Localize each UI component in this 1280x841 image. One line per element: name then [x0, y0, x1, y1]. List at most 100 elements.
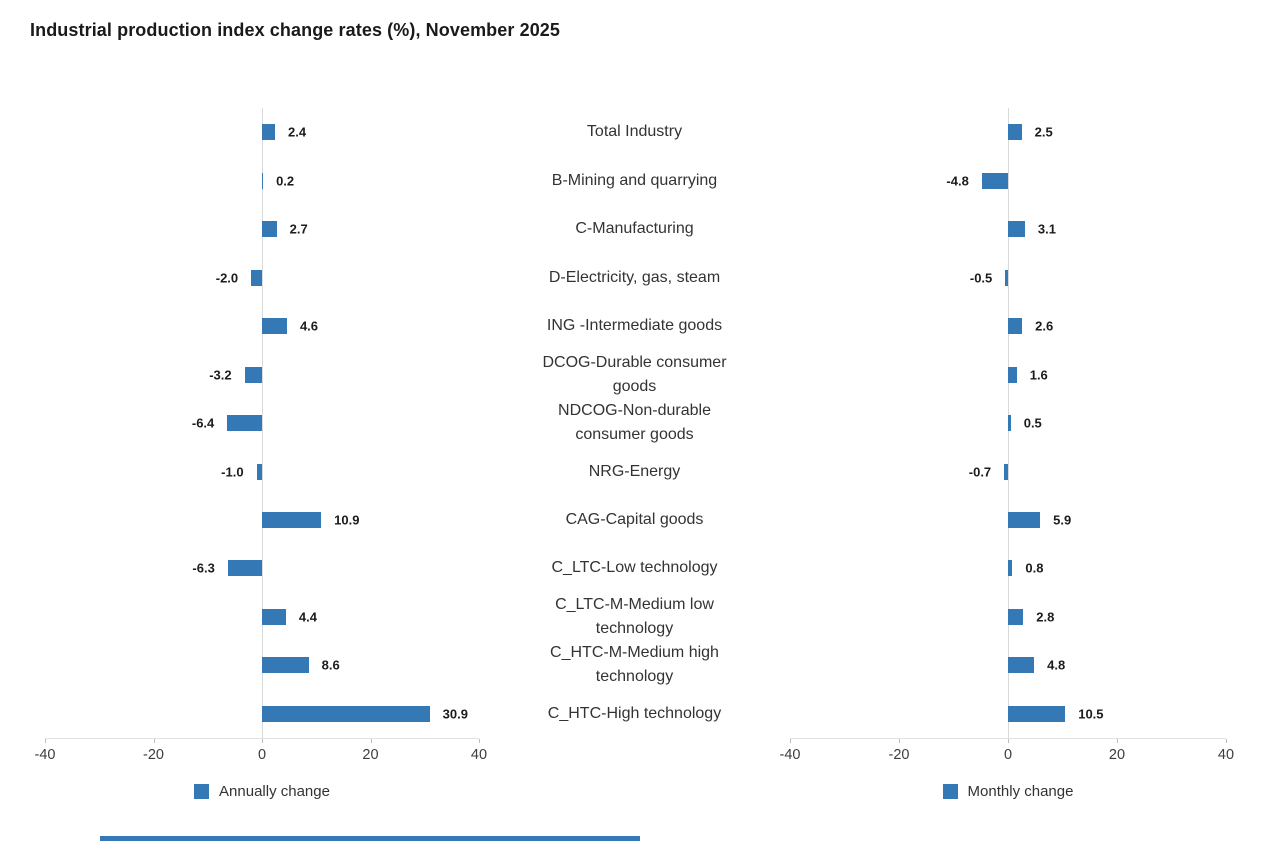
axis-tick-label: 0 [1003, 747, 1013, 763]
bar [1008, 415, 1011, 432]
axis-tick-mark [1226, 739, 1227, 743]
chart-row: 2.6 [790, 302, 1226, 350]
value-label: 5.9 [1053, 512, 1072, 528]
axis-tick-label: -40 [779, 747, 801, 763]
value-label: -1.0 [221, 464, 244, 480]
chart-row: 5.9 [790, 496, 1226, 544]
value-label: 2.8 [1036, 609, 1055, 625]
value-label: 10.9 [334, 512, 360, 528]
axis-tick-label: 20 [362, 747, 379, 763]
category-labels-column: Total Industry B-Mining and quarrying C-Ma… [479, 108, 790, 738]
monthly-bars: 2.5 -4.8 3.1 -0.5 2.6 1.6 0.5 -0.7 5.9 0.8 2.8 4.8 1… [790, 108, 1226, 738]
category-row: C_HTC-M-Medium high technology [479, 641, 790, 689]
monthly-legend-label: Monthly change [967, 783, 1074, 800]
chart-row: -0.7 [790, 447, 1226, 495]
value-label: 0.5 [1023, 415, 1042, 431]
value-label: 10.5 [1078, 706, 1104, 722]
category-label: NRG-Energy [588, 462, 681, 480]
value-label: 0.2 [276, 173, 295, 189]
value-label: -3.2 [209, 367, 232, 383]
bar [262, 124, 276, 141]
axis-tick-label: 40 [1217, 747, 1235, 763]
value-label: 4.4 [298, 609, 317, 625]
chart-row: -1.0 [45, 447, 479, 495]
category-label: Total Industry [586, 123, 683, 141]
axis-tick-mark [1117, 739, 1118, 743]
axis-tick-label: 0 [257, 747, 267, 763]
annual-zero-gridline [262, 108, 263, 738]
chart-row: 0.5 [790, 399, 1226, 447]
chart-row: -6.3 [45, 544, 479, 592]
value-label: 2.4 [288, 124, 307, 140]
category-row: Total Industry [479, 108, 790, 156]
bar [1008, 318, 1023, 335]
bar [1004, 463, 1008, 480]
chart-row: -4.8 [790, 156, 1226, 204]
value-label: -2.0 [215, 270, 239, 286]
category-label: C-Manufacturing [575, 220, 694, 238]
category-label: C_HTC-M-Medium high technology [550, 644, 719, 686]
category-row: NRG-Energy [479, 447, 790, 495]
axis-tick-label: -20 [143, 747, 164, 763]
annual-legend-label: Annually change [219, 783, 330, 800]
category-label: C_HTC-High technology [547, 704, 722, 722]
axis-tick-mark [479, 739, 480, 743]
value-label: 2.6 [1035, 318, 1054, 334]
chart-row: 8.6 [45, 641, 479, 689]
category-label: B-Mining and quarrying [551, 171, 718, 189]
value-label: 4.6 [299, 318, 319, 334]
axis-tick-mark [790, 739, 791, 743]
bar [262, 221, 277, 238]
chart-row: 1.6 [790, 350, 1226, 398]
bar [1008, 511, 1041, 528]
bar [1005, 269, 1008, 286]
chart-row: -0.5 [790, 253, 1226, 301]
category-label: D-Electricity, gas, steam [548, 268, 721, 286]
chart-row: -2.0 [45, 253, 479, 301]
chart-row: 2.8 [790, 593, 1226, 641]
category-row: C_LTC-M-Medium low technology [479, 593, 790, 641]
category-row: C-Manufacturing [479, 205, 790, 253]
chart-row: -6.4 [45, 399, 479, 447]
value-label: -4.8 [946, 173, 969, 189]
chart-row: 2.5 [790, 108, 1226, 156]
category-label: C_LTC-Low technology [551, 559, 718, 577]
value-label: -6.3 [192, 560, 215, 576]
axis-tick-mark [899, 739, 900, 743]
bar [227, 560, 262, 577]
category-label: CAG-Capital goods [565, 510, 704, 528]
value-label: -6.4 [191, 415, 215, 431]
value-label: 2.7 [289, 221, 308, 237]
chart-row: 3.1 [790, 205, 1226, 253]
annual-x-axis: -40 -20 0 20 40 [35, 739, 487, 769]
bar [244, 366, 262, 383]
bar [262, 511, 322, 528]
axis-tick-mark [1008, 739, 1009, 743]
monthly-x-axis: -40 -20 0 20 40 [780, 739, 1234, 769]
chart-row: 10.5 [790, 690, 1226, 738]
monthly-chart-panel: 2.5 -4.8 3.1 -0.5 2.6 1.6 0.5 -0.7 5.9 0.8 2.8 4.8 1… [780, 108, 1234, 800]
axis-tick-label: -40 [34, 747, 56, 763]
value-label: 4.8 [1047, 657, 1066, 673]
axis-tick-mark [45, 739, 46, 743]
category-row: B-Mining and quarrying [479, 156, 790, 204]
value-label: -0.7 [968, 464, 992, 480]
annual-legend: Annually change [45, 783, 479, 800]
monthly-legend: Monthly change [790, 783, 1226, 800]
category-row: C_HTC-High technology [479, 690, 790, 738]
category-row: ING -Intermediate goods [479, 302, 790, 350]
annual-chart-panel: 2.4 0.2 2.7 -2.0 4.6 -3.2 -6.4 -1.0 10.9 -6.3 4.4 8… [35, 108, 487, 800]
bar [256, 463, 262, 480]
bar [262, 172, 264, 189]
axis-tick-label: -20 [888, 747, 910, 763]
chart-row: 30.9 [45, 690, 479, 738]
bar [981, 172, 1008, 189]
legend-swatch-icon [942, 784, 958, 799]
chart-row: 4.6 [45, 302, 479, 350]
value-label: 0.8 [1025, 560, 1044, 576]
charts-container: 2.4 0.2 2.7 -2.0 4.6 -3.2 -6.4 -1.0 10.9 -6.3 4.4 8… [35, 108, 1234, 800]
bar [227, 415, 262, 432]
value-label: 8.6 [321, 657, 340, 673]
bar [1008, 657, 1035, 674]
